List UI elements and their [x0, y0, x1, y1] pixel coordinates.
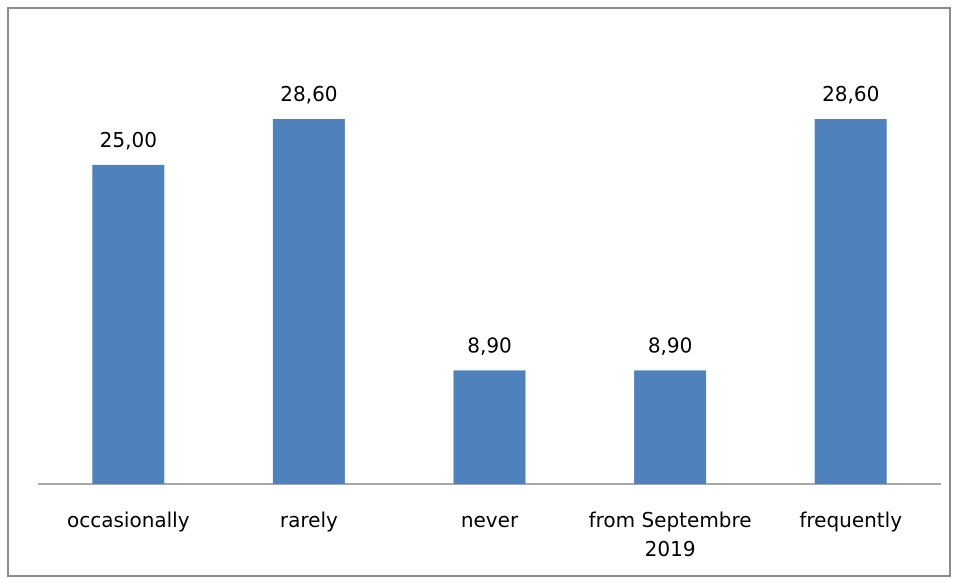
bar-from-septembre-2019	[634, 370, 707, 484]
bar-frequently	[814, 119, 887, 484]
bar-never	[453, 370, 526, 484]
data-label-rarely: 28,60	[280, 82, 337, 106]
data-label-never: 8,90	[467, 333, 512, 357]
x-tick-label-frequently: frequently	[799, 508, 902, 532]
data-label-occasionally: 25,00	[100, 128, 157, 152]
data-label-frequently: 28,60	[822, 82, 879, 106]
data-label-from-septembre-2019: 8,90	[648, 333, 693, 357]
bar-rarely	[272, 119, 345, 484]
x-tick-label-occasionally: occasionally	[67, 508, 190, 532]
x-tick-label-rarely: rarely	[280, 508, 338, 532]
x-tick-label-never: never	[461, 508, 519, 532]
x-tick-label-from-septembre-2019-line-2: 2019	[645, 537, 696, 561]
bar-occasionally	[92, 164, 165, 484]
x-tick-label-from-septembre-2019-line-1: from Septembre	[589, 508, 752, 532]
